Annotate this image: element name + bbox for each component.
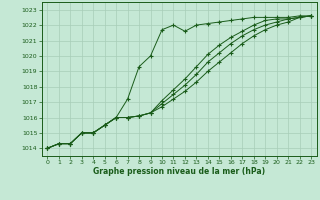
X-axis label: Graphe pression niveau de la mer (hPa): Graphe pression niveau de la mer (hPa) [93,167,265,176]
